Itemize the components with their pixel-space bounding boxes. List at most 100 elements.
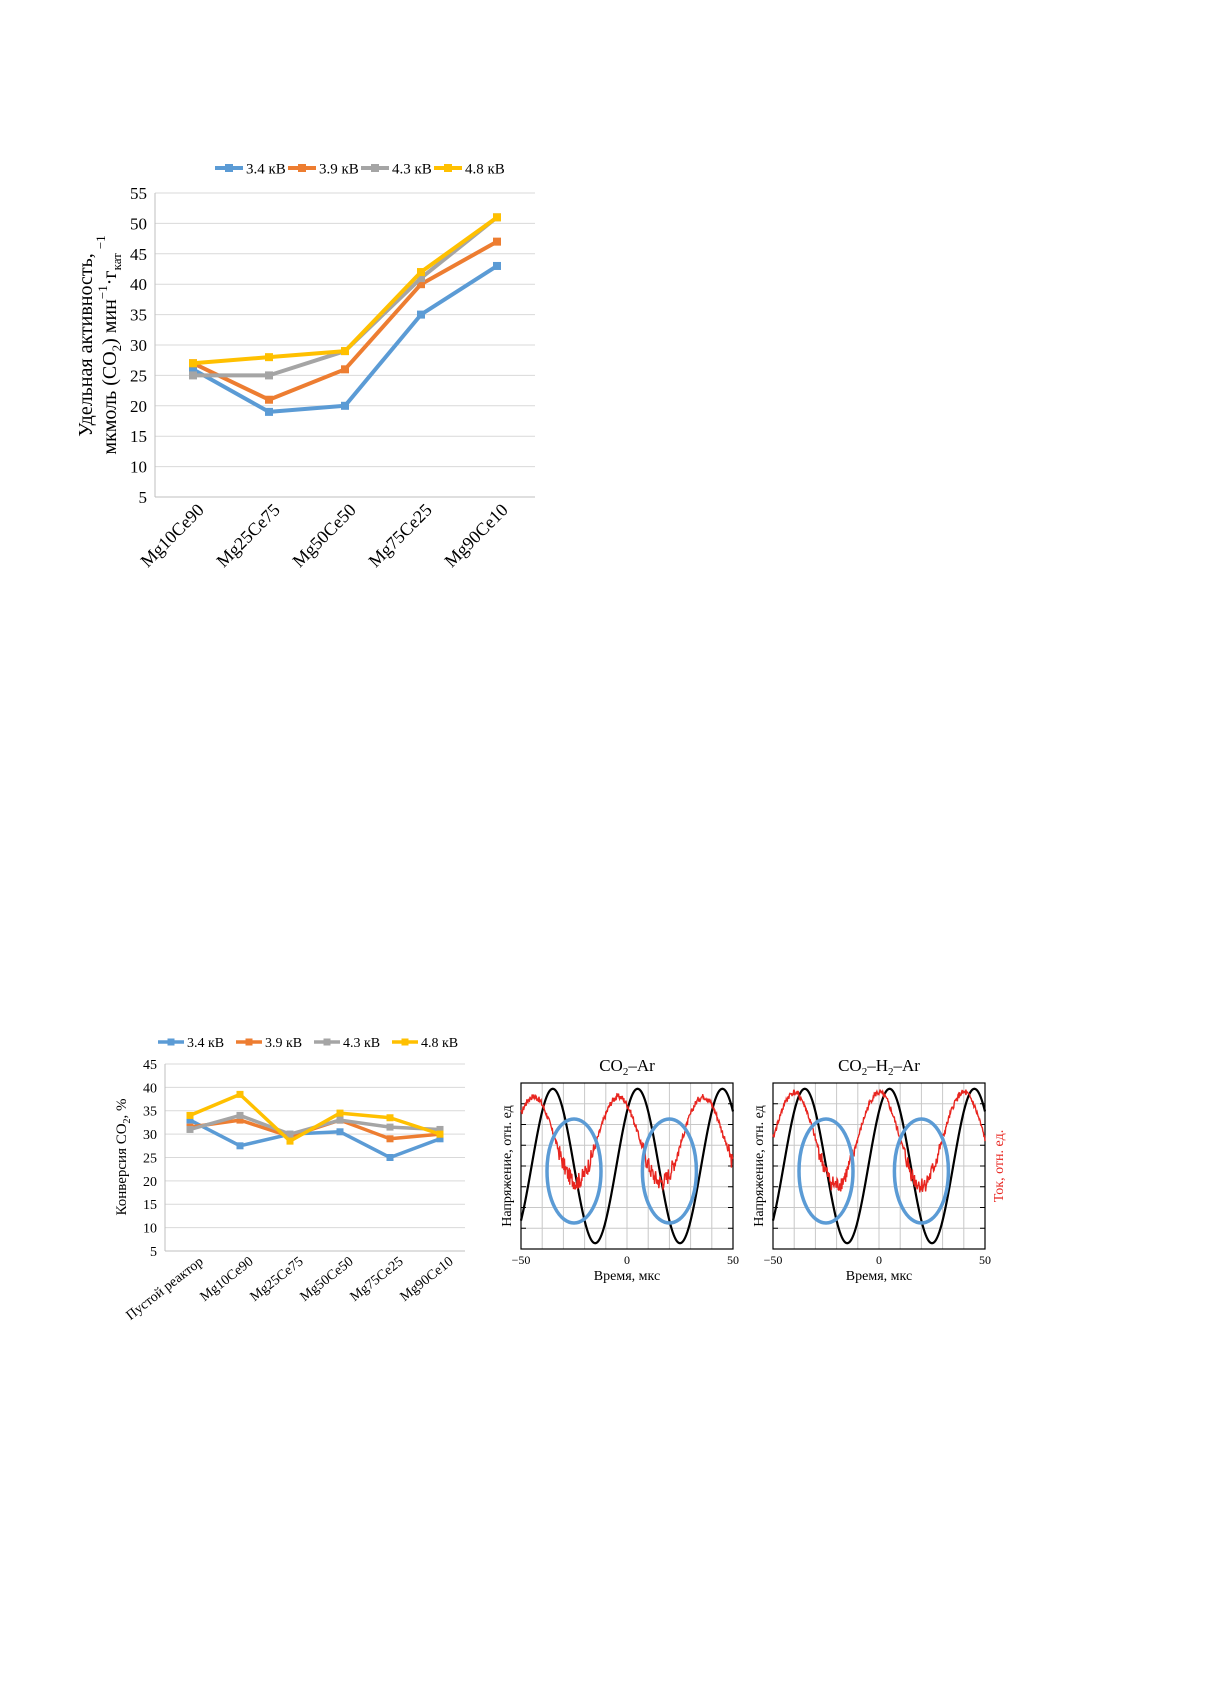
y-tick-label: 50 xyxy=(130,214,147,233)
data-point xyxy=(341,365,349,374)
data-point xyxy=(265,371,273,380)
y-axis-title-line1: Удельная активность, xyxy=(75,253,97,436)
y-tick-label: 5 xyxy=(139,488,148,507)
data-point xyxy=(189,359,197,368)
y-axis-title: Удельная активность, мкмоль (CO2) мин−1·г… xyxy=(75,235,124,454)
data-point xyxy=(493,213,501,222)
y-tick-label: 45 xyxy=(143,1058,157,1073)
highlight-ellipse xyxy=(545,1117,603,1225)
data-point xyxy=(417,280,425,289)
y-tick-label: 40 xyxy=(130,275,147,294)
legend-label: 3.9 кВ xyxy=(265,1036,302,1051)
legend-label: 4.8 кВ xyxy=(421,1036,458,1051)
data-point xyxy=(336,1128,344,1136)
x-tick-label: 0 xyxy=(624,1253,630,1267)
data-point xyxy=(189,365,197,374)
y-axis-title-right: Ток, отн. ед. xyxy=(992,1130,1007,1202)
current-trace xyxy=(520,1092,734,1192)
x-tick-label: 0 xyxy=(876,1253,882,1267)
data-point xyxy=(493,261,501,270)
data-point xyxy=(341,347,349,356)
y-tick-label: 10 xyxy=(143,1222,157,1237)
chart-title: CO2–Ar xyxy=(599,1056,655,1078)
legend-marker xyxy=(371,164,379,172)
data-point xyxy=(236,1142,244,1150)
x-tick-label: −50 xyxy=(512,1253,531,1267)
y-tick-label: 40 xyxy=(143,1081,157,1096)
legend-label: 4.3 кВ xyxy=(392,161,432,177)
data-point xyxy=(336,1109,344,1117)
data-point xyxy=(236,1111,244,1119)
y-tick-label: 45 xyxy=(130,245,147,264)
y-tick-label: 30 xyxy=(130,336,147,355)
y-tick-label: 20 xyxy=(143,1175,157,1190)
data-point xyxy=(436,1135,444,1143)
voltage-trace xyxy=(771,1087,987,1245)
data-point xyxy=(189,371,197,380)
legend-marker xyxy=(444,164,452,172)
legend-marker xyxy=(167,1038,175,1046)
legend-label: 3.4 кВ xyxy=(246,161,286,177)
data-point xyxy=(186,1111,194,1119)
y-tick-label: 20 xyxy=(130,397,147,416)
chart-title: CO2–H2–Ar xyxy=(838,1056,920,1078)
series-line xyxy=(189,1118,441,1160)
data-point xyxy=(265,353,273,362)
data-point xyxy=(417,274,425,283)
y-axis-title-line2: мкмоль (CO2) мин−1·гкат−1 xyxy=(93,235,124,454)
legend-label: 4.3 кВ xyxy=(343,1036,380,1051)
x-tick-label: −50 xyxy=(764,1253,783,1267)
legend-marker xyxy=(225,164,233,172)
legend-marker xyxy=(245,1038,253,1046)
data-point xyxy=(265,395,273,404)
y-axis-title-left: Напряжение, отн. ед xyxy=(752,1105,767,1227)
data-point xyxy=(336,1116,344,1124)
data-point xyxy=(286,1137,294,1145)
data-point xyxy=(386,1123,394,1131)
y-tick-label: 10 xyxy=(130,458,147,477)
y-axis-title: Конверсия CO2, % xyxy=(114,1098,133,1215)
y-tick-label: 25 xyxy=(130,366,147,385)
data-point xyxy=(286,1130,294,1138)
y-tick-label: 55 xyxy=(130,184,147,203)
data-point xyxy=(436,1130,444,1138)
legend-label: 3.4 кВ xyxy=(187,1036,224,1051)
y-tick-label: 15 xyxy=(130,427,147,446)
y-tick-label: 30 xyxy=(143,1128,157,1143)
y-tick-label: 35 xyxy=(130,306,147,325)
legend-marker xyxy=(401,1038,409,1046)
data-point xyxy=(186,1116,194,1124)
data-point xyxy=(386,1114,394,1122)
y-tick-label: 25 xyxy=(143,1151,157,1166)
data-point xyxy=(386,1154,394,1161)
data-point xyxy=(436,1125,444,1133)
data-point xyxy=(493,237,501,246)
x-axis-title: Время, мкс xyxy=(594,1269,660,1284)
legend-label: 3.9 кВ xyxy=(319,161,359,177)
series-line xyxy=(189,1092,441,1143)
voltage-trace xyxy=(519,1087,735,1245)
data-point xyxy=(265,407,273,416)
highlight-ellipse xyxy=(640,1117,699,1225)
y-tick-label: 5 xyxy=(150,1245,157,1260)
y-axis-title-left: Напряжение, отн. ед xyxy=(500,1105,515,1227)
highlight-ellipse xyxy=(797,1117,855,1225)
data-point xyxy=(236,1116,244,1124)
y-tick-label: 15 xyxy=(143,1198,157,1213)
x-axis-title: Время, мкс xyxy=(846,1269,912,1284)
data-point xyxy=(341,401,349,410)
legend-marker xyxy=(298,164,306,172)
y-tick-label: 35 xyxy=(143,1105,157,1120)
data-point xyxy=(417,268,425,277)
data-point xyxy=(186,1125,194,1133)
data-point xyxy=(236,1090,244,1098)
x-tick-label: 50 xyxy=(727,1253,739,1267)
highlight-ellipse xyxy=(892,1117,951,1225)
data-point xyxy=(386,1135,394,1143)
current-trace xyxy=(772,1088,986,1193)
x-tick-label: 50 xyxy=(979,1253,991,1267)
